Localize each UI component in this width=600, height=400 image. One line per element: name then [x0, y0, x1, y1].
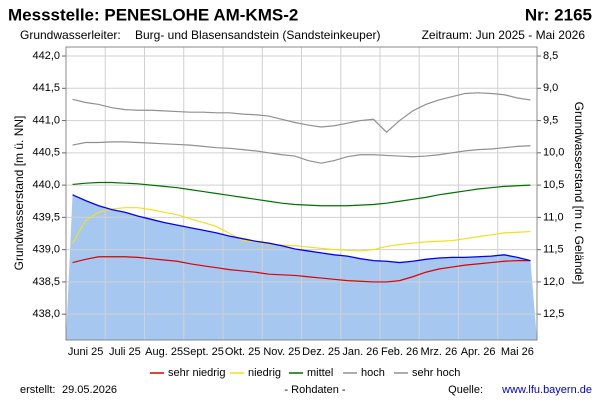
- x-tick-label: Dez. 25: [302, 346, 340, 358]
- plot-frame: [65, 46, 538, 341]
- source-label: Quelle:: [448, 384, 483, 396]
- x-tick-label: Feb. 26: [381, 346, 418, 358]
- y2-tick-label: 9,5: [543, 114, 558, 126]
- y-tick-label: 441,5: [32, 82, 60, 94]
- series-line: [72, 256, 531, 283]
- y2-tick-label: 12,0: [543, 276, 564, 288]
- y2-tick-label: 9,0: [543, 82, 558, 94]
- y-axis-label: Grundwasserstand [m ü. NN]: [12, 116, 26, 271]
- station-number: Nr: 2165: [525, 5, 592, 24]
- x-tick-label: Apr. 26: [461, 346, 496, 358]
- y-tick-label: 439,5: [32, 211, 60, 223]
- legend-label: hoch: [361, 367, 385, 379]
- x-tick-label: Sept. 25: [183, 346, 224, 358]
- x-tick-label: Nov. 25: [263, 346, 300, 358]
- y-tick-label: 440,0: [32, 179, 60, 191]
- series-line: [72, 181, 531, 207]
- x-tick-label: Juli 25: [109, 346, 141, 358]
- series-line: [72, 92, 531, 134]
- x-tick-label: Jan. 26: [342, 346, 378, 358]
- series-line: [72, 207, 531, 252]
- x-tick-label: Mai 26: [501, 346, 534, 358]
- y-tick-label: 442,0: [32, 50, 60, 62]
- legend-label: niedrig: [248, 367, 281, 379]
- created-label: erstellt:: [20, 384, 55, 396]
- series-line: [72, 141, 531, 164]
- y-tick-label: 441,0: [32, 114, 60, 126]
- y2-tick-label: 11,5: [543, 244, 564, 256]
- x-tick-label: Aug. 25: [145, 346, 183, 358]
- x-tick-label: Juni 25: [68, 346, 103, 358]
- source-link[interactable]: www.lfu.bayern.de: [501, 384, 592, 396]
- title: Messstelle: PENESLOHE AM-KMS-2: [8, 5, 298, 24]
- y-tick-label: 439,0: [32, 244, 60, 256]
- created-date: 29.05.2026: [62, 384, 117, 396]
- y-tick-label: 438,5: [32, 276, 60, 288]
- y-tick-label: 438,0: [32, 308, 60, 320]
- x-tick-label: Mrz. 26: [421, 346, 458, 358]
- period: Zeitraum: Jun 2025 - Mai 2026: [422, 28, 586, 42]
- y2-tick-label: 10,0: [543, 147, 564, 159]
- legend-label: mittel: [307, 367, 333, 379]
- y2-tick-label: 8,5: [543, 50, 558, 62]
- legend-label: sehr hoch: [412, 367, 460, 379]
- y2-axis-label: Grundwasserstand [m u. Gelände]: [572, 102, 586, 285]
- raw-data-note: - Rohdaten -: [284, 384, 345, 396]
- y2-tick-label: 12,5: [543, 308, 564, 320]
- y-tick-label: 440,5: [32, 147, 60, 159]
- y2-tick-label: 10,5: [543, 179, 564, 191]
- series-line: [72, 194, 531, 264]
- legend-label: sehr niedrig: [168, 367, 225, 379]
- aquifer-label: Grundwasserleiter:: [20, 28, 121, 42]
- x-tick-label: Okt. 25: [225, 346, 260, 358]
- aquifer: Burg- und Blasensandstein (Sandsteinkeup…: [135, 28, 380, 42]
- y2-tick-label: 11,0: [543, 211, 564, 223]
